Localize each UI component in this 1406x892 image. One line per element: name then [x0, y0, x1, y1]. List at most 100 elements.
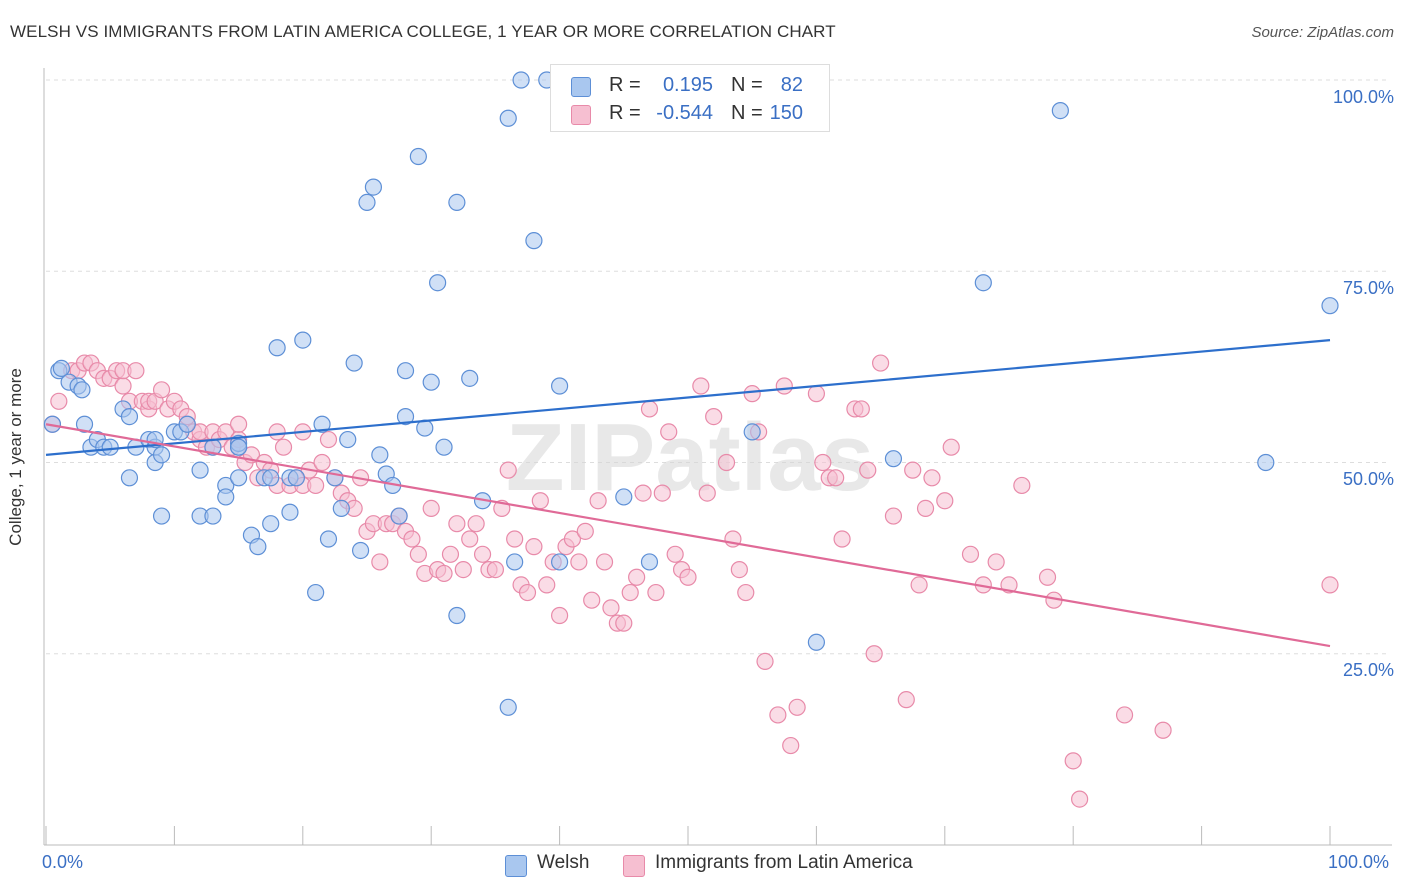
latin-point	[865, 645, 883, 663]
welsh-point	[550, 377, 569, 395]
y-tick-100: 100.0%	[1332, 87, 1394, 107]
latin-point	[775, 377, 793, 395]
latin-point	[1321, 576, 1339, 594]
welsh-point	[319, 530, 338, 548]
latin-point	[698, 484, 716, 502]
latin-point	[486, 560, 504, 579]
welsh-point	[429, 274, 447, 292]
welsh-point	[152, 507, 171, 525]
latin-n-label: N =	[731, 102, 763, 124]
latin-point	[448, 515, 466, 533]
welsh-point	[101, 438, 119, 456]
latin-point	[1038, 568, 1057, 586]
welsh-point	[345, 354, 363, 372]
welsh-point	[204, 507, 222, 525]
latin-point	[942, 438, 960, 456]
latin-point	[692, 377, 710, 395]
latin-point	[923, 469, 941, 487]
latin-point	[531, 492, 549, 510]
latin-point	[807, 385, 826, 403]
latin-point	[589, 492, 607, 510]
welsh-point	[339, 430, 357, 449]
welsh-point	[262, 469, 280, 487]
welsh-point	[191, 461, 209, 479]
latin-point	[422, 499, 440, 517]
latin-point	[319, 430, 338, 449]
latin-point	[1013, 476, 1031, 495]
latin-point	[640, 400, 659, 418]
welsh-point	[281, 503, 299, 521]
welsh-point	[52, 359, 71, 378]
welsh-point	[351, 541, 370, 560]
latin-r-label: R =	[609, 102, 641, 124]
latin-point	[884, 507, 903, 525]
welsh-r-label: R =	[609, 74, 641, 96]
welsh-point	[974, 274, 992, 292]
bottom-welsh-swatch	[505, 855, 527, 877]
latin-point	[833, 530, 851, 548]
welsh-point	[358, 193, 376, 211]
latin-point	[621, 583, 639, 602]
latin-n-value: 150	[769, 102, 803, 124]
latin-point	[152, 381, 171, 399]
latin-point	[871, 354, 890, 372]
welsh-point	[422, 373, 440, 391]
latin-point	[743, 385, 761, 403]
x-tick-right: 100.0%	[1328, 852, 1390, 872]
welsh-point	[313, 415, 331, 433]
latin-point	[827, 469, 845, 487]
latin-point	[1064, 752, 1082, 770]
latin-point	[1154, 721, 1172, 739]
latin-point	[602, 599, 620, 617]
latin-point	[461, 530, 479, 548]
welsh-point	[75, 415, 94, 433]
latin-point	[127, 362, 145, 380]
grid-lines	[46, 79, 1390, 655]
latin-point	[660, 423, 678, 441]
welsh-point	[294, 331, 312, 349]
welsh-point	[120, 469, 139, 487]
welsh-n-label: N =	[731, 74, 763, 96]
latin-point	[583, 591, 601, 609]
welsh-r-value: 0.195	[662, 74, 713, 96]
latin-point	[576, 522, 594, 540]
y-tick-25: 25.0%	[1342, 660, 1394, 680]
latin-point	[403, 530, 421, 548]
latin-point	[1071, 790, 1089, 808]
latin-point	[904, 461, 922, 479]
welsh-point	[73, 381, 91, 399]
welsh-n-value: 82	[780, 74, 803, 96]
latin-point	[936, 492, 954, 510]
latin-point	[525, 538, 543, 556]
welsh-point	[152, 446, 171, 464]
welsh-points	[43, 71, 1339, 716]
latin-point	[114, 377, 132, 395]
welsh-point	[525, 232, 543, 250]
latin-point	[653, 484, 671, 502]
welsh-point	[615, 488, 633, 506]
welsh-point	[409, 147, 427, 166]
latin-point	[756, 652, 774, 671]
source-label: Source: ZipAtlas.com	[1251, 24, 1394, 41]
welsh-point	[268, 339, 286, 357]
welsh-point	[1321, 297, 1339, 315]
latin-point	[615, 614, 633, 632]
latin-point	[788, 698, 806, 716]
bottom-latin-swatch	[623, 855, 645, 877]
x-tick-left: 0.0%	[42, 852, 84, 872]
latin-point	[1115, 706, 1134, 724]
latin-point	[441, 545, 460, 563]
latin-point	[730, 560, 748, 579]
welsh-point	[230, 469, 248, 487]
welsh-point	[461, 369, 479, 387]
welsh-point	[884, 450, 903, 468]
latin-point	[268, 423, 286, 441]
latin-point	[769, 706, 787, 724]
welsh-point	[807, 633, 826, 651]
latin-point	[666, 545, 684, 563]
welsh-point	[332, 499, 350, 517]
welsh-point	[1051, 101, 1069, 120]
welsh-point	[435, 438, 453, 456]
welsh-point	[371, 446, 389, 464]
latin-point	[897, 691, 915, 709]
